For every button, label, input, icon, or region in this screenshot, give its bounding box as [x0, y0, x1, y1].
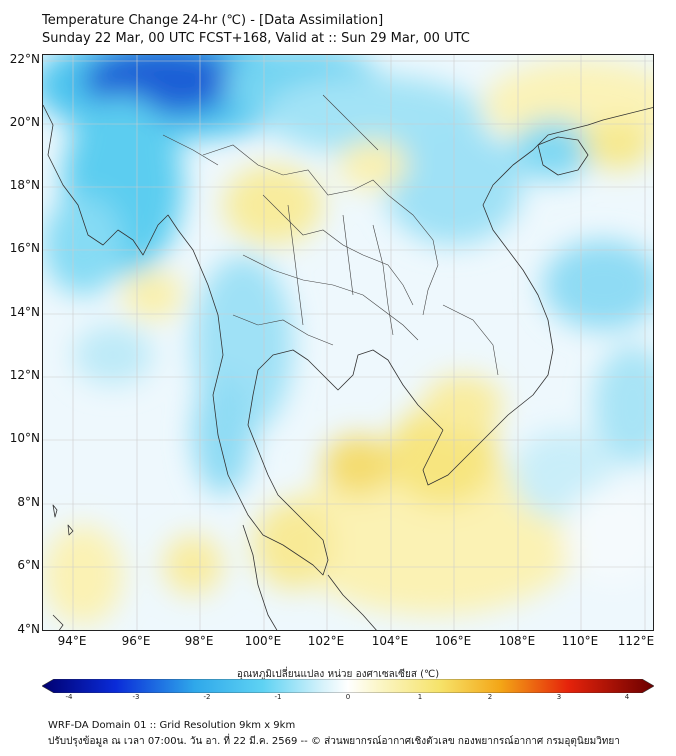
lat-label: 20°N [9, 115, 40, 129]
map-gridlines [43, 55, 653, 630]
lon-label: 104°E [371, 634, 409, 648]
lat-label: 4°N [17, 622, 40, 636]
colorbar-tick: 2 [487, 693, 493, 701]
lat-label: 12°N [9, 368, 40, 382]
lat-label: 8°N [17, 495, 40, 509]
lat-label: 22°N [9, 52, 40, 66]
temperature-shading [43, 55, 653, 625]
lon-label: 98°E [184, 634, 214, 648]
lon-label: 112°E [617, 634, 655, 648]
colorbar-tick: 1 [417, 693, 423, 701]
colorbar-tick: 4 [624, 693, 630, 701]
colorbar-tick: 0 [345, 693, 351, 701]
lon-label: 108°E [498, 634, 536, 648]
colorbar-tick: -2 [203, 693, 211, 701]
colorbar-tick: 3 [556, 693, 562, 701]
province-borders [162, 94, 499, 376]
lon-label: 100°E [244, 634, 282, 648]
lon-label: 96°E [121, 634, 151, 648]
coastlines [43, 104, 653, 630]
temperature-field-map [43, 55, 653, 630]
lat-label: 6°N [17, 558, 40, 572]
map-title: Temperature Change 24-hr (℃) - [Data Ass… [42, 12, 470, 48]
lat-label: 10°N [9, 431, 40, 445]
colorbar-tick: -4 [65, 693, 73, 701]
title-line-2: Sunday 22 Mar, 00 UTC FCST+168, Valid at… [42, 31, 470, 46]
colorbar-label: อุณหภูมิเปลี่ยนแปลง หน่วย องศาเซลเซียส (… [236, 669, 440, 680]
lat-label: 14°N [9, 305, 40, 319]
title-line-1: Temperature Change 24-hr (℃) - [Data Ass… [42, 13, 384, 28]
colorbar [42, 679, 654, 693]
lon-label: 106°E [434, 634, 472, 648]
lon-label: 94°E [57, 634, 87, 648]
lat-label: 16°N [9, 241, 40, 255]
lat-label: 18°N [9, 178, 40, 192]
lon-label: 110°E [561, 634, 599, 648]
colorbar-tick: -1 [274, 693, 282, 701]
lon-label: 102°E [307, 634, 345, 648]
footer-credit: ปรับปรุงข้อมูล ณ เวลา 07:00น. วัน อา. ที… [48, 736, 620, 747]
footer-model-info: WRF-DA Domain 01 :: Grid Resolution 9km … [48, 720, 296, 731]
colorbar-tick: -3 [132, 693, 140, 701]
map-panel[interactable] [42, 54, 654, 631]
